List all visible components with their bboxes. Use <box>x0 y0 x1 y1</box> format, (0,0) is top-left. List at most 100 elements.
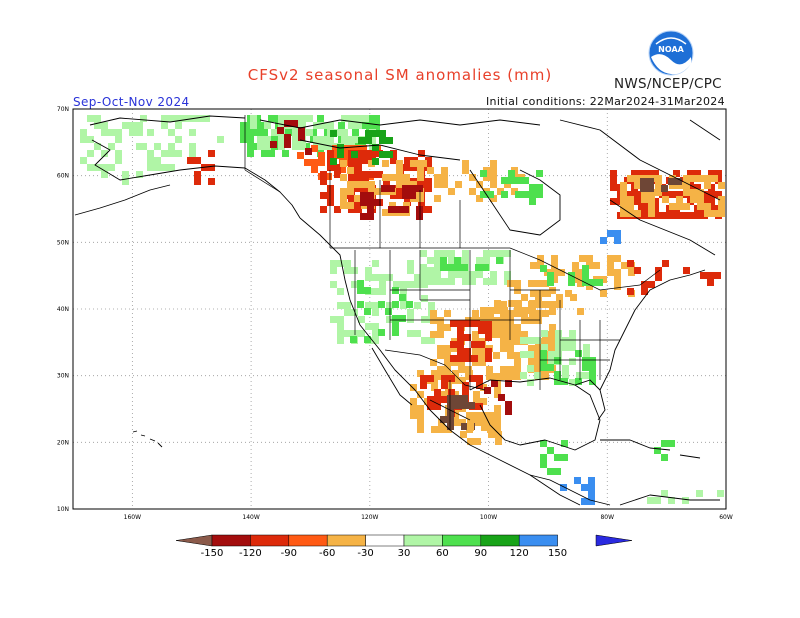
anomaly-cell <box>355 199 362 206</box>
lat-label: 40N <box>57 306 69 313</box>
colorbar-label: 90 <box>474 548 487 559</box>
anomaly-cell <box>521 308 528 315</box>
anomaly-cell <box>396 160 403 167</box>
anomaly-cell <box>161 115 168 122</box>
anomaly-cell <box>340 160 347 167</box>
anomaly-cell <box>372 274 379 281</box>
anomaly-cell <box>434 174 441 181</box>
anomaly-cell <box>583 351 590 358</box>
anomaly-cell <box>122 171 129 178</box>
anomaly-cell <box>203 115 210 122</box>
anomaly-cell <box>527 337 534 344</box>
anomaly-cell <box>372 337 379 344</box>
anomaly-cell <box>467 424 474 431</box>
anomaly-cell <box>718 210 725 217</box>
anomaly-cell <box>652 170 659 177</box>
anomaly-cell <box>379 130 386 137</box>
anomaly-cell <box>498 394 505 401</box>
coastline <box>469 377 601 451</box>
anomaly-cell <box>364 336 371 343</box>
coastline <box>559 119 721 201</box>
anomaly-cell <box>428 337 435 344</box>
anomaly-cell <box>634 175 641 182</box>
anomaly-cell <box>708 184 715 191</box>
anomaly-cell <box>514 301 521 308</box>
anomaly-cell <box>311 159 318 166</box>
anomaly-cell <box>694 184 701 191</box>
anomaly-cell <box>461 402 468 409</box>
anomaly-cell <box>337 151 344 158</box>
anomaly-cell <box>505 380 512 387</box>
anomaly-cell <box>540 357 547 364</box>
anomaly-cell <box>374 199 381 206</box>
anomaly-cell <box>444 324 451 331</box>
anomaly-cell <box>278 136 285 143</box>
anomaly-cell <box>694 212 701 219</box>
anomaly-cell <box>383 178 390 185</box>
anomaly-cell <box>682 497 689 504</box>
colorbar-segment <box>175 534 213 547</box>
anomaly-cell <box>431 426 438 433</box>
anomaly-cell <box>500 331 507 338</box>
anomaly-cell <box>445 384 452 391</box>
anomaly-cell <box>420 160 427 167</box>
anomaly-cell <box>683 175 690 182</box>
anomaly-cell <box>344 302 351 309</box>
anomaly-cell <box>340 195 347 202</box>
anomaly-cell <box>147 150 154 157</box>
anomaly-cell <box>680 212 687 219</box>
anomaly-cell <box>556 301 563 308</box>
anomaly-cell <box>440 257 447 264</box>
anomaly-cell <box>254 122 261 129</box>
anomaly-cell <box>457 341 464 348</box>
anomaly-cell <box>690 175 697 182</box>
anomaly-cell <box>344 267 351 274</box>
anomaly-cell <box>600 276 607 283</box>
anomaly-cell <box>542 301 549 308</box>
anomaly-cell <box>607 255 614 262</box>
border-line <box>244 169 281 193</box>
anomaly-cell <box>462 250 469 257</box>
anomaly-cell <box>334 171 341 178</box>
anomaly-cell <box>547 468 554 475</box>
anomaly-cell <box>350 336 357 343</box>
anomaly-cell <box>392 315 399 322</box>
anomaly-cell <box>577 308 584 315</box>
anomaly-cell <box>87 164 94 171</box>
anomaly-cell <box>501 191 508 198</box>
anomaly-cell <box>400 288 407 295</box>
anomaly-cell <box>425 157 432 164</box>
anomaly-cell <box>94 115 101 122</box>
anomaly-cell <box>441 181 448 188</box>
anomaly-cell <box>101 129 108 136</box>
anomaly-cell <box>376 171 383 178</box>
anomaly-cell <box>514 280 521 287</box>
anomaly-cell <box>507 338 514 345</box>
anomaly-cell <box>358 137 365 144</box>
anomaly-cell <box>348 171 355 178</box>
anomaly-cell <box>168 143 175 150</box>
anomaly-cell <box>715 191 722 198</box>
anomaly-cell <box>569 358 576 365</box>
anomaly-cell <box>497 188 504 195</box>
anomaly-cell <box>189 150 196 157</box>
anomaly-cell <box>87 136 94 143</box>
anomaly-cell <box>551 262 558 269</box>
anomaly-cell <box>542 310 549 317</box>
coastline <box>157 442 163 448</box>
anomaly-cell <box>589 279 596 286</box>
anomaly-cell <box>340 202 347 209</box>
anomaly-cell <box>330 267 337 274</box>
lon-label: 120W <box>361 514 378 521</box>
anomaly-cell <box>493 352 500 359</box>
anomaly-cell <box>418 199 425 206</box>
anomaly-cell <box>101 150 108 157</box>
anomaly-cell <box>486 373 493 380</box>
anomaly-cell <box>369 171 376 178</box>
anomaly-cell <box>330 260 337 267</box>
anomaly-cell <box>478 327 485 334</box>
anomaly-cell <box>372 288 379 295</box>
anomaly-cell <box>529 314 536 321</box>
anomaly-cell <box>500 373 507 380</box>
anomaly-cell <box>261 129 268 136</box>
